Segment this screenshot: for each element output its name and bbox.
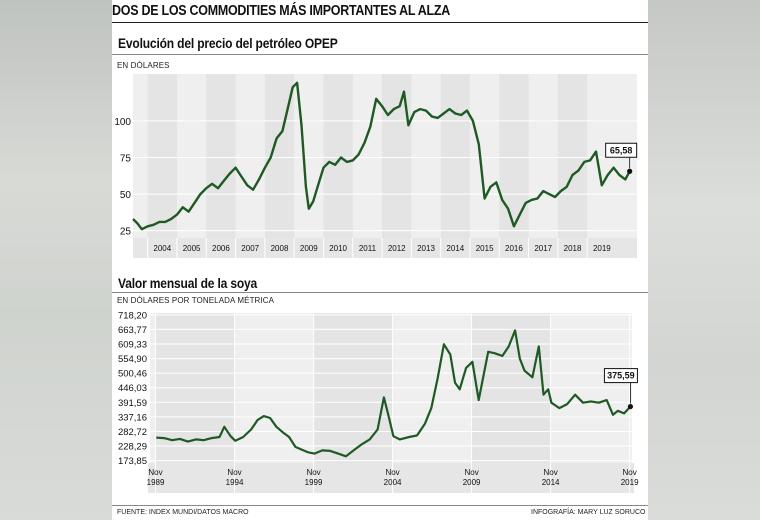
- soy-y-tick-label: 228,29: [118, 442, 147, 453]
- oil-x-tick-label: 2015: [476, 244, 494, 253]
- oil-unit-label: EN DÓLARES: [117, 61, 170, 70]
- oil-y-tick-label: 50: [120, 190, 132, 201]
- soy-x-tick-label: Nov 2014: [542, 468, 560, 487]
- oil-callout-box: [605, 142, 638, 158]
- oil-x-tick-label: 2007: [241, 244, 259, 253]
- oil-x-tick-label: 2017: [534, 244, 552, 253]
- soy-y-tick-label: 609,33: [118, 339, 147, 350]
- oil-last-value-label: 65,58: [610, 145, 633, 155]
- soy-y-tick-label: 391,59: [118, 398, 147, 409]
- soy-y-tick-label: 446,03: [118, 383, 147, 394]
- soy-price-line: [156, 329, 632, 458]
- oil-x-tick-label: 2014: [446, 244, 464, 253]
- oil-y-tick-label: 25: [120, 227, 132, 238]
- oil-year-band: [147, 74, 177, 238]
- soy-chart-title: Valor mensual de la soya: [118, 275, 258, 291]
- soy-last-point: [627, 403, 634, 410]
- oil-year-band: [440, 74, 470, 238]
- soy-y-tick-label: 500,46: [118, 369, 147, 380]
- footer-rule: [112, 505, 648, 506]
- oil-price-line: [132, 81, 631, 231]
- headline: DOS DE LOS COMMODITIES MÁS IMPORTANTES A…: [112, 3, 450, 19]
- oil-y-tick-label: 100: [114, 117, 131, 128]
- soy-unit-label: EN DÓLARES POR TONELADA MÉTRICA: [117, 296, 275, 305]
- soy-x-tick-label: Nov 1989: [147, 468, 165, 487]
- oil-y-tick-label: 75: [120, 153, 132, 164]
- oil-last-point: [627, 168, 633, 174]
- blurred-background-left: [0, 0, 112, 520]
- credit-note: INFOGRAFÍA: MARY LUZ SORUCO: [531, 509, 646, 516]
- oil-x-tick-label: 2013: [417, 244, 435, 253]
- oil-x-tick-label: 2011: [359, 244, 377, 253]
- oil-x-axis-band: [133, 238, 637, 258]
- oil-year-band: [323, 74, 353, 238]
- soy-x-tick-label: Nov 1999: [305, 468, 323, 487]
- soy-x-tick-label: Nov 2009: [463, 468, 481, 487]
- soy-y-tick-label: 282,72: [118, 427, 147, 438]
- oil-title-rule: [112, 54, 648, 55]
- oil-x-tick-label: 2009: [300, 244, 318, 253]
- oil-price-chart: 2004 2005 2006 2007 2008 2009 2010 2011 2012 2013…: [114, 74, 638, 258]
- soy-x-axis-band: [148, 463, 634, 493]
- soy-y-tick-label: 554,90: [118, 354, 147, 365]
- oil-year-band: [382, 74, 412, 238]
- oil-x-tick-label: 2006: [212, 244, 230, 253]
- headline-rule: [112, 22, 648, 23]
- soy-last-value-label: 375,59: [607, 371, 635, 381]
- oil-chart-title: Evolución del precio del petróleo OPEP: [118, 35, 338, 51]
- oil-year-band: [557, 74, 588, 238]
- oil-x-tick-label: 2016: [505, 244, 523, 253]
- soy-y-tick-label: 663,77: [118, 325, 147, 336]
- soy-x-tick-label: Nov 2019: [621, 468, 639, 487]
- soy-title-rule: [112, 292, 648, 293]
- oil-x-tick-label: 2008: [271, 244, 289, 253]
- oil-x-tick-label: 2019: [593, 244, 611, 253]
- soy-x-tick-label: Nov 2004: [384, 468, 402, 487]
- soy-y-tick-label: 337,16: [118, 412, 147, 423]
- oil-x-tick-label: 2018: [564, 244, 582, 253]
- soy-y-tick-label: 173,85: [118, 456, 147, 467]
- soy-price-chart: 173,85 228,29 282,72 337,16 391,59 446,03 500,…: [118, 310, 639, 493]
- oil-x-tick-label: 2004: [153, 244, 171, 253]
- source-note: FUENTE: INDEX MUNDI/DATOS MACRO: [117, 509, 249, 516]
- oil-year-band: [206, 74, 236, 238]
- oil-x-tick-label: 2010: [329, 244, 347, 253]
- oil-x-tick-label: 2005: [183, 244, 201, 253]
- soy-callout-box: [603, 368, 638, 384]
- soy-y-tick-label: 718,20: [118, 310, 147, 321]
- oil-year-band: [499, 74, 529, 238]
- soy-x-tick-label: Nov 1994: [226, 468, 244, 487]
- oil-x-tick-label: 2012: [388, 244, 406, 253]
- blurred-background-right: [648, 0, 760, 520]
